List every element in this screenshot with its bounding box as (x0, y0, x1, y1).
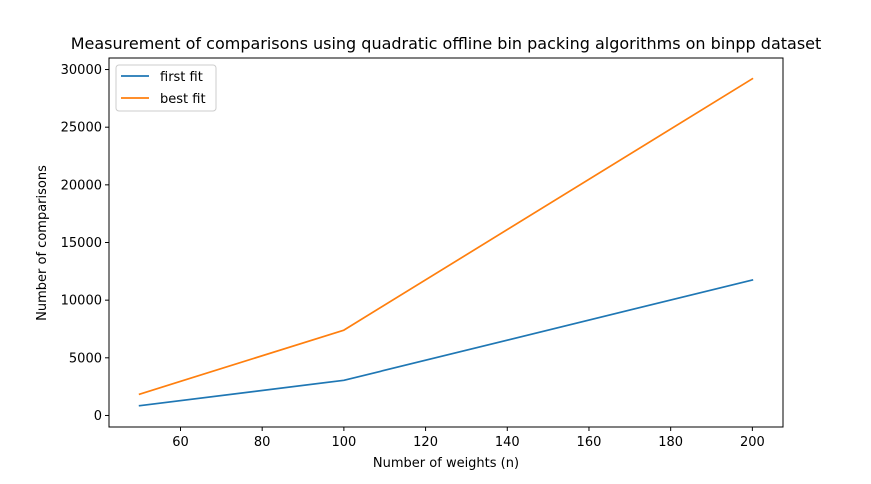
x-axis: 60 80 100 120 140 160 180 200 (172, 427, 765, 450)
y-tick-label: 5000 (69, 351, 102, 366)
plot-area (138, 77, 754, 407)
y-tick-label: 0 (94, 409, 102, 424)
y-axis: 0 5000 10000 15000 20000 25000 30000 (61, 63, 109, 424)
x-tick-label: 140 (495, 435, 520, 450)
x-axis-label: Number of weights (n) (373, 456, 519, 471)
legend-label-first-fit: first fit (160, 70, 203, 85)
y-tick-label: 25000 (61, 121, 102, 136)
x-tick-label: 60 (172, 435, 189, 450)
x-tick-label: 100 (331, 435, 356, 450)
y-tick-label: 10000 (61, 294, 102, 309)
legend-label-best-fit: best fit (160, 92, 206, 107)
series-line-best-fit (138, 77, 754, 396)
y-tick-label: 30000 (61, 63, 102, 78)
legend: first fit best fit (115, 64, 217, 112)
x-tick-label: 180 (658, 435, 683, 450)
x-tick-label: 120 (413, 435, 438, 450)
y-axis-label: Number of comparisons (35, 165, 50, 321)
x-tick-label: 80 (254, 435, 271, 450)
chart-title: Measurement of comparisons using quadrat… (71, 34, 822, 53)
series-line-first-fit (138, 278, 754, 407)
y-tick-label: 20000 (61, 178, 102, 193)
x-tick-label: 200 (740, 435, 765, 450)
y-tick-label: 15000 (61, 236, 102, 251)
x-tick-label: 160 (577, 435, 602, 450)
